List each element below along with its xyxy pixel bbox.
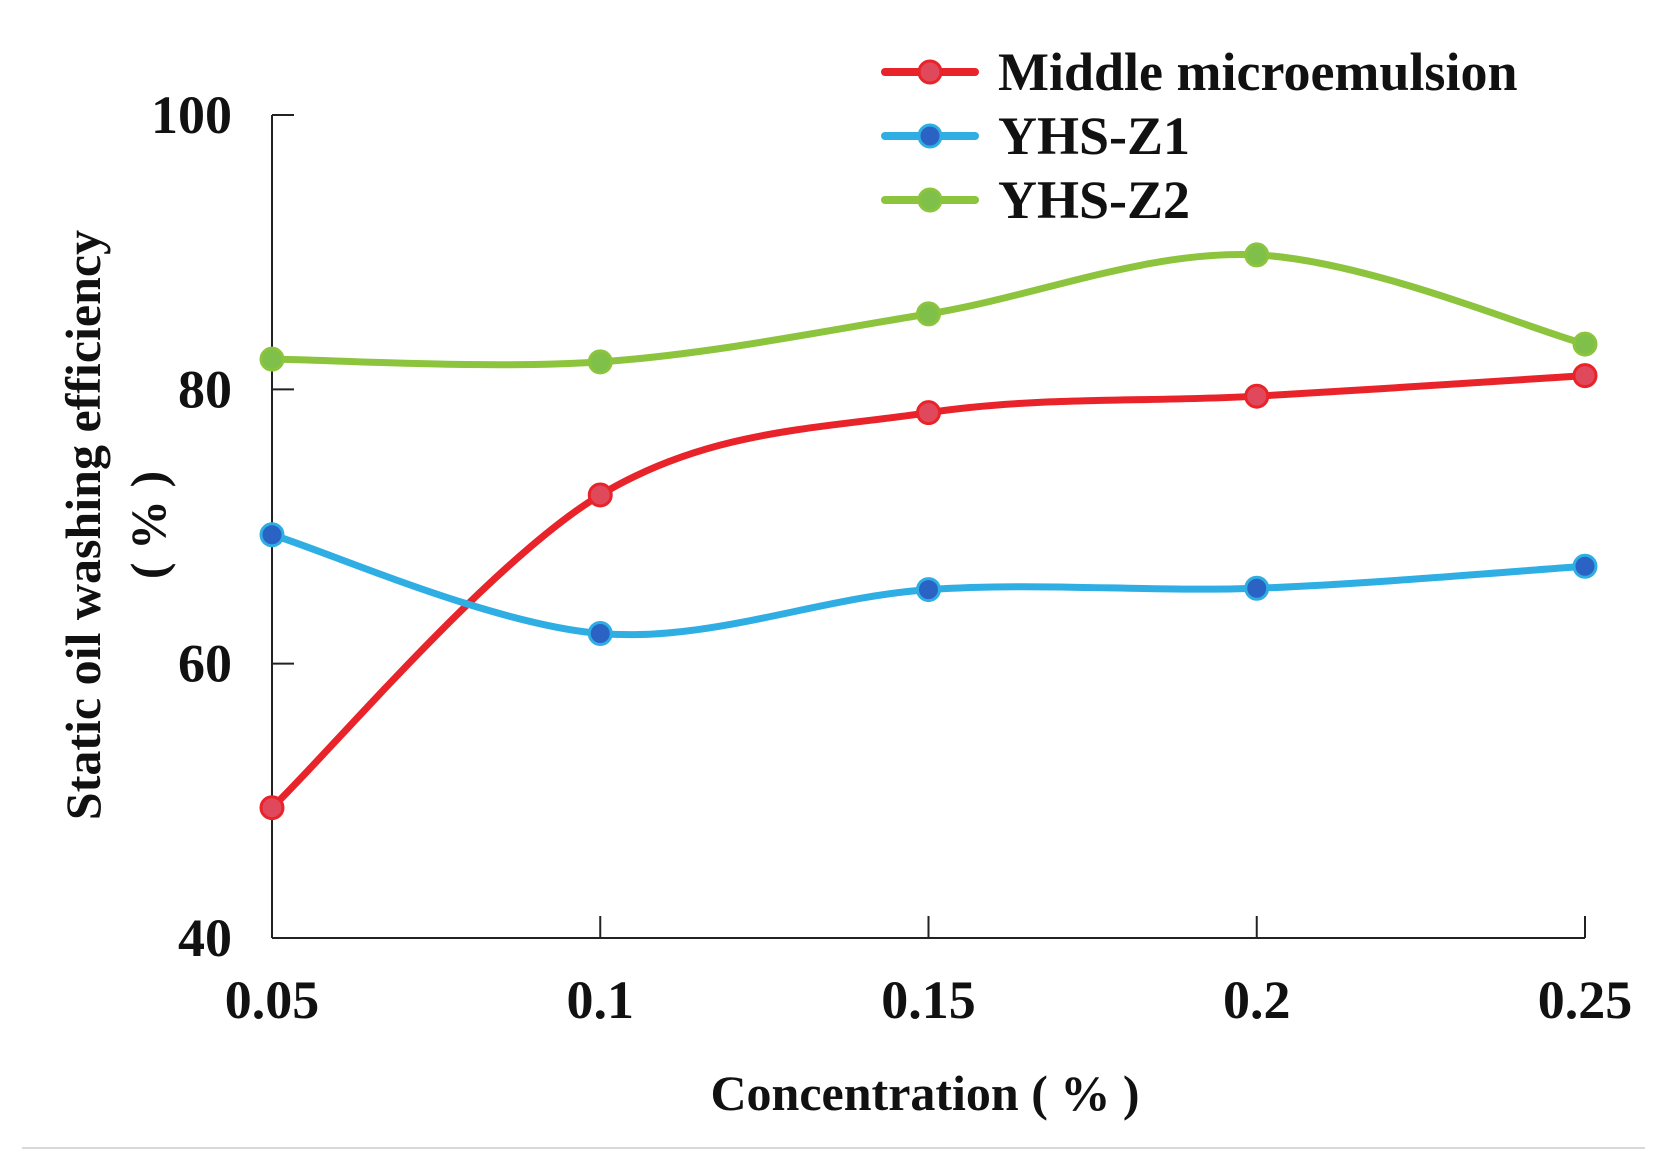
series-group bbox=[259, 242, 1598, 821]
legend-label: YHS-Z1 bbox=[998, 106, 1190, 166]
data-point-yhs-z1 bbox=[259, 522, 285, 548]
legend-label: Middle microemulsion bbox=[998, 42, 1518, 102]
y-tick-label: 100 bbox=[151, 85, 232, 145]
axes: 40 60 80 100 0.05 0.1 0.15 0.2 0.25 bbox=[151, 85, 1632, 1030]
x-tick-label: 0.1 bbox=[567, 970, 635, 1030]
y-tick-label: 80 bbox=[178, 359, 232, 419]
x-tick-label: 0.05 bbox=[225, 970, 320, 1030]
y-tick-label: 40 bbox=[178, 908, 232, 968]
data-point-middle-microemulsion bbox=[1572, 363, 1598, 389]
y-axis-unit: ( % ) bbox=[120, 471, 176, 579]
data-point-yhs-z2 bbox=[1244, 242, 1270, 268]
legend-swatch-marker bbox=[917, 187, 943, 213]
x-tick-label: 0.25 bbox=[1538, 970, 1633, 1030]
data-point-middle-microemulsion bbox=[587, 482, 613, 508]
legend-swatch-marker bbox=[917, 59, 943, 85]
y-axis-title: Static oil washing efficiency bbox=[55, 230, 111, 820]
legend-label: YHS-Z2 bbox=[998, 170, 1190, 230]
x-axis-title: Concentration ( % ) bbox=[710, 1065, 1139, 1121]
legend-item-yhs-z2: YHS-Z2 bbox=[881, 170, 1190, 230]
legend-swatch-marker bbox=[917, 123, 943, 149]
data-point-middle-microemulsion bbox=[916, 400, 941, 426]
data-point-yhs-z1 bbox=[916, 577, 941, 603]
data-point-yhs-z2 bbox=[587, 349, 613, 375]
series-yhs-z1 bbox=[259, 522, 1598, 646]
data-point-yhs-z2 bbox=[916, 301, 941, 327]
data-point-yhs-z1 bbox=[1572, 553, 1598, 579]
legend-item-yhs-z1: YHS-Z1 bbox=[881, 106, 1190, 166]
legend-item-middle-microemulsion: Middle microemulsion bbox=[881, 42, 1518, 102]
data-point-yhs-z2 bbox=[1572, 331, 1598, 357]
data-point-middle-microemulsion bbox=[1244, 383, 1270, 409]
data-point-middle-microemulsion bbox=[259, 795, 285, 821]
data-point-yhs-z2 bbox=[259, 346, 285, 372]
y-tick-label: 60 bbox=[178, 634, 232, 694]
x-tick-label: 0.15 bbox=[881, 970, 976, 1030]
x-tick-label: 0.2 bbox=[1223, 970, 1291, 1030]
data-point-yhs-z1 bbox=[1244, 575, 1270, 601]
data-point-yhs-z1 bbox=[587, 620, 613, 646]
series-middle-microemulsion bbox=[259, 363, 1598, 821]
series-yhs-z2 bbox=[259, 242, 1598, 375]
